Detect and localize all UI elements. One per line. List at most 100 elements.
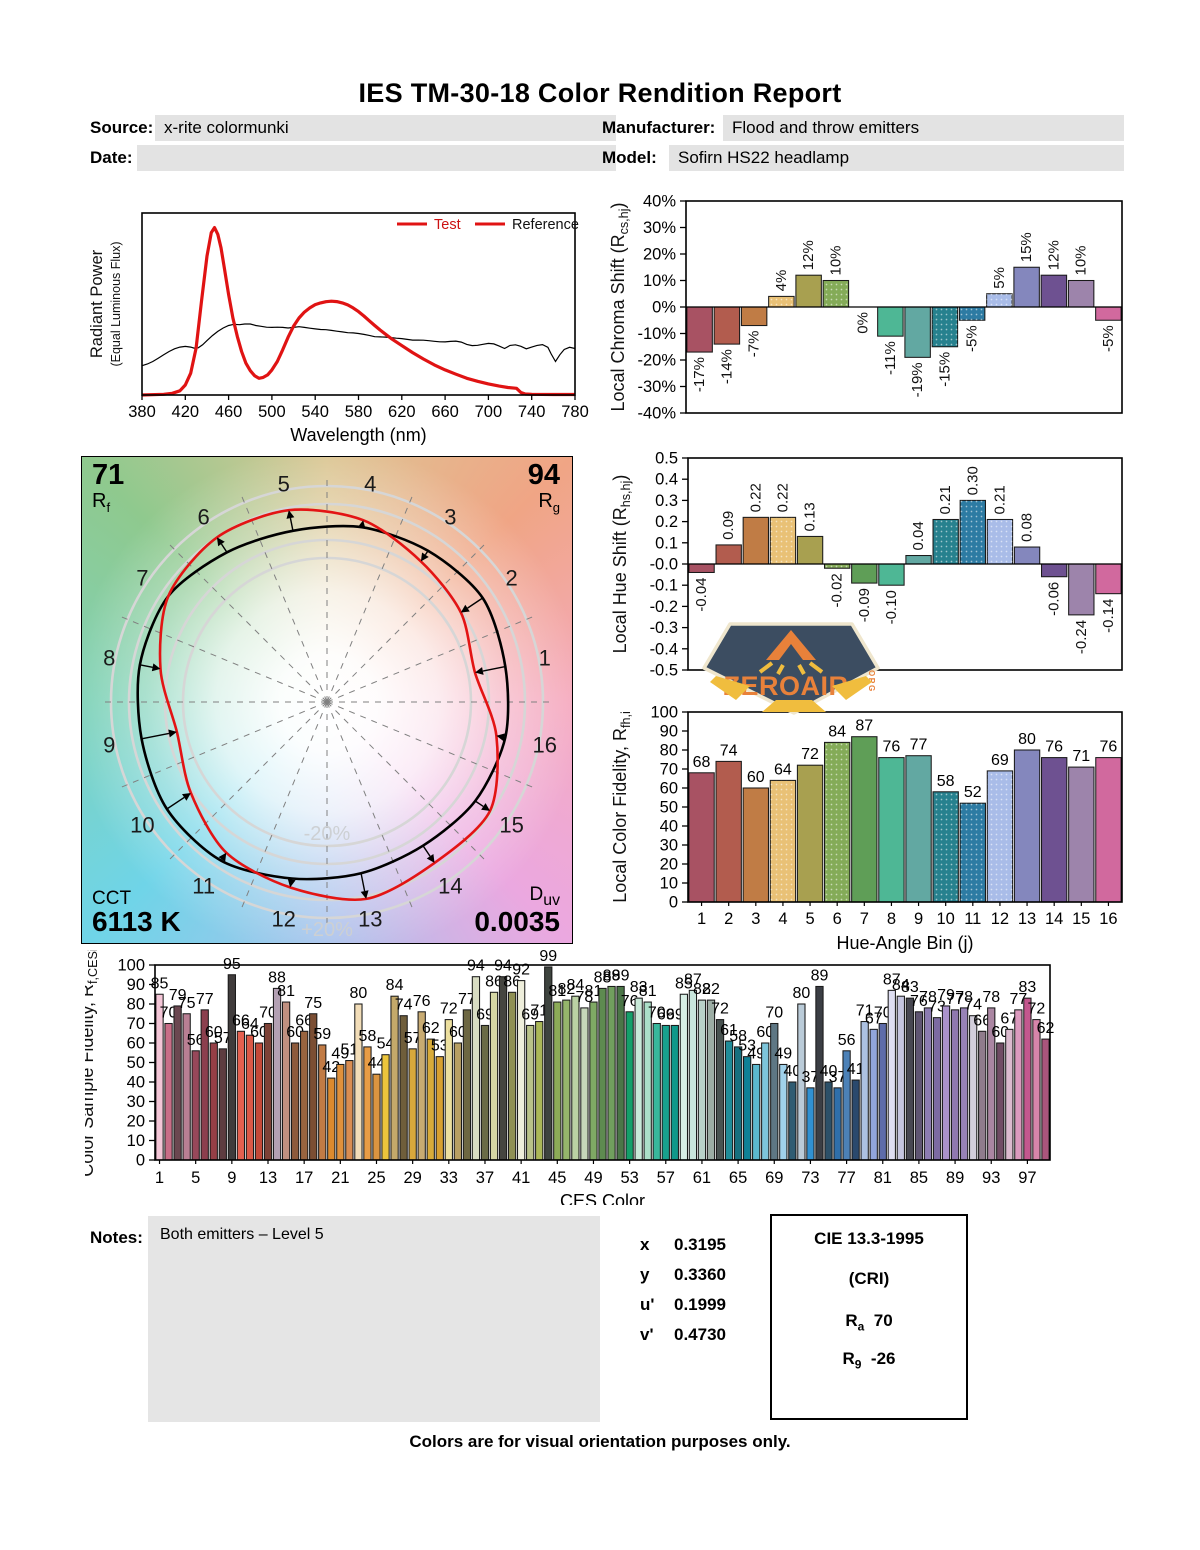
svg-text:53: 53 [431,1038,449,1055]
svg-text:700: 700 [475,403,503,421]
svg-text:30: 30 [660,837,678,855]
svg-text:92: 92 [512,962,530,979]
svg-text:15%: 15% [1018,232,1035,262]
svg-text:61: 61 [693,1169,711,1187]
svg-text:20%: 20% [643,246,676,264]
svg-text:(Equal Luminous Flux): (Equal Luminous Flux) [109,241,123,366]
svg-text:60: 60 [747,769,765,786]
svg-text:-0.5: -0.5 [650,662,678,680]
svg-text:49: 49 [331,1045,349,1062]
svg-text:12%: 12% [1045,240,1062,270]
svg-text:64: 64 [241,1016,259,1033]
svg-text:69: 69 [765,1169,783,1187]
svg-text:89: 89 [811,967,829,984]
svg-text:42: 42 [322,1059,340,1076]
svg-text:12%: 12% [800,240,817,270]
svg-text:66: 66 [295,1012,313,1029]
svg-text:540: 540 [301,403,329,421]
svg-text:61: 61 [720,1022,738,1039]
svg-text:33: 33 [440,1169,458,1187]
svg-text:94: 94 [494,958,512,975]
svg-text:25: 25 [367,1169,385,1187]
svg-text:0.21: 0.21 [991,485,1008,514]
svg-text:93: 93 [982,1169,1000,1187]
svg-text:71: 71 [530,1003,548,1020]
svg-text:13: 13 [358,907,382,932]
svg-text:77: 77 [1009,991,1027,1008]
svg-text:77: 77 [458,991,476,1008]
svg-text:70: 70 [127,1015,145,1033]
svg-text:9: 9 [914,910,923,928]
chromaticity-values: x 0.3195 y 0.3360 u' 0.1999 v' 0.4730 [640,1230,770,1350]
svg-text:40: 40 [127,1074,145,1092]
svg-text:-0.0: -0.0 [650,556,678,574]
svg-text:76: 76 [1100,739,1118,756]
svg-text:0: 0 [669,894,678,912]
svg-text:50: 50 [127,1054,145,1072]
svg-text:12: 12 [271,907,295,932]
svg-text:62: 62 [422,1020,440,1037]
svg-text:37: 37 [476,1169,494,1187]
local-chroma-shift-chart: -17% -14% -7% 4% 12% 10% 0% -11% -19% -15% -5% 5% 15… [608,193,1123,423]
svg-text:10: 10 [130,812,154,837]
svg-text:37: 37 [802,1069,820,1086]
svg-text:60: 60 [205,1024,223,1041]
svg-text:16: 16 [1099,910,1117,928]
svg-text:58: 58 [359,1028,377,1045]
svg-text:86: 86 [503,973,521,990]
svg-text:6: 6 [198,504,210,529]
svg-text:73: 73 [801,1169,819,1187]
chromaticity-row: x 0.3195 [640,1235,726,1254]
svg-text:78: 78 [919,989,937,1006]
svg-text:69: 69 [657,1006,675,1023]
svg-text:Local Color Fidelity, Rfh,i: Local Color Fidelity, Rfh,i [610,711,633,903]
svg-text:0.3: 0.3 [655,492,678,510]
svg-text:-17%: -17% [691,357,708,392]
svg-text:70: 70 [765,1005,783,1022]
svg-text:20: 20 [127,1113,145,1131]
svg-text:76: 76 [1045,739,1063,756]
svg-text:-15%: -15% [936,352,953,387]
svg-text:-11%: -11% [882,341,899,375]
svg-text:0.2: 0.2 [655,513,678,531]
svg-text:88: 88 [268,969,286,986]
svg-text:81: 81 [277,983,295,1000]
svg-text:7: 7 [860,910,869,928]
svg-text:0.13: 0.13 [802,502,819,531]
svg-text:87: 87 [855,718,873,735]
svg-text:64: 64 [774,761,792,778]
svg-text:620: 620 [388,403,416,421]
duv-value: Duv 0.0035 [474,883,560,938]
model-label: Model: [602,148,657,167]
svg-text:83: 83 [901,979,919,996]
svg-text:0.09: 0.09 [720,511,737,540]
svg-text:1: 1 [697,910,706,928]
cri-row: R9 -26 [842,1349,896,1372]
svg-text:78: 78 [576,989,594,1006]
svg-text:81: 81 [548,983,566,1000]
svg-text:8: 8 [887,910,896,928]
svg-text:99: 99 [539,950,557,965]
svg-text:0.21: 0.21 [937,485,954,514]
svg-text:62: 62 [1037,1020,1055,1037]
svg-text:79: 79 [169,987,187,1004]
svg-text:74: 74 [395,997,413,1014]
svg-text:76: 76 [910,993,928,1010]
svg-text:81: 81 [639,983,657,1000]
svg-text:-0.1: -0.1 [650,577,678,595]
svg-text:-0.09: -0.09 [856,588,873,622]
svg-text:82: 82 [693,981,711,998]
spectral-power-distribution-chart: 380 420 460 500 540 580 620 660 700 740 780 Wavelen… [88,212,589,445]
svg-text:84: 84 [892,977,910,994]
svg-text:380: 380 [128,403,156,421]
cri-row: Ra 70 [845,1311,893,1334]
svg-text:84: 84 [566,977,584,994]
svg-text:10: 10 [660,875,678,893]
svg-text:72: 72 [440,1001,458,1018]
svg-text:-5%: -5% [1100,325,1117,352]
svg-text:72: 72 [1028,1001,1046,1018]
svg-text:85: 85 [675,975,693,992]
svg-text:2: 2 [724,910,733,928]
